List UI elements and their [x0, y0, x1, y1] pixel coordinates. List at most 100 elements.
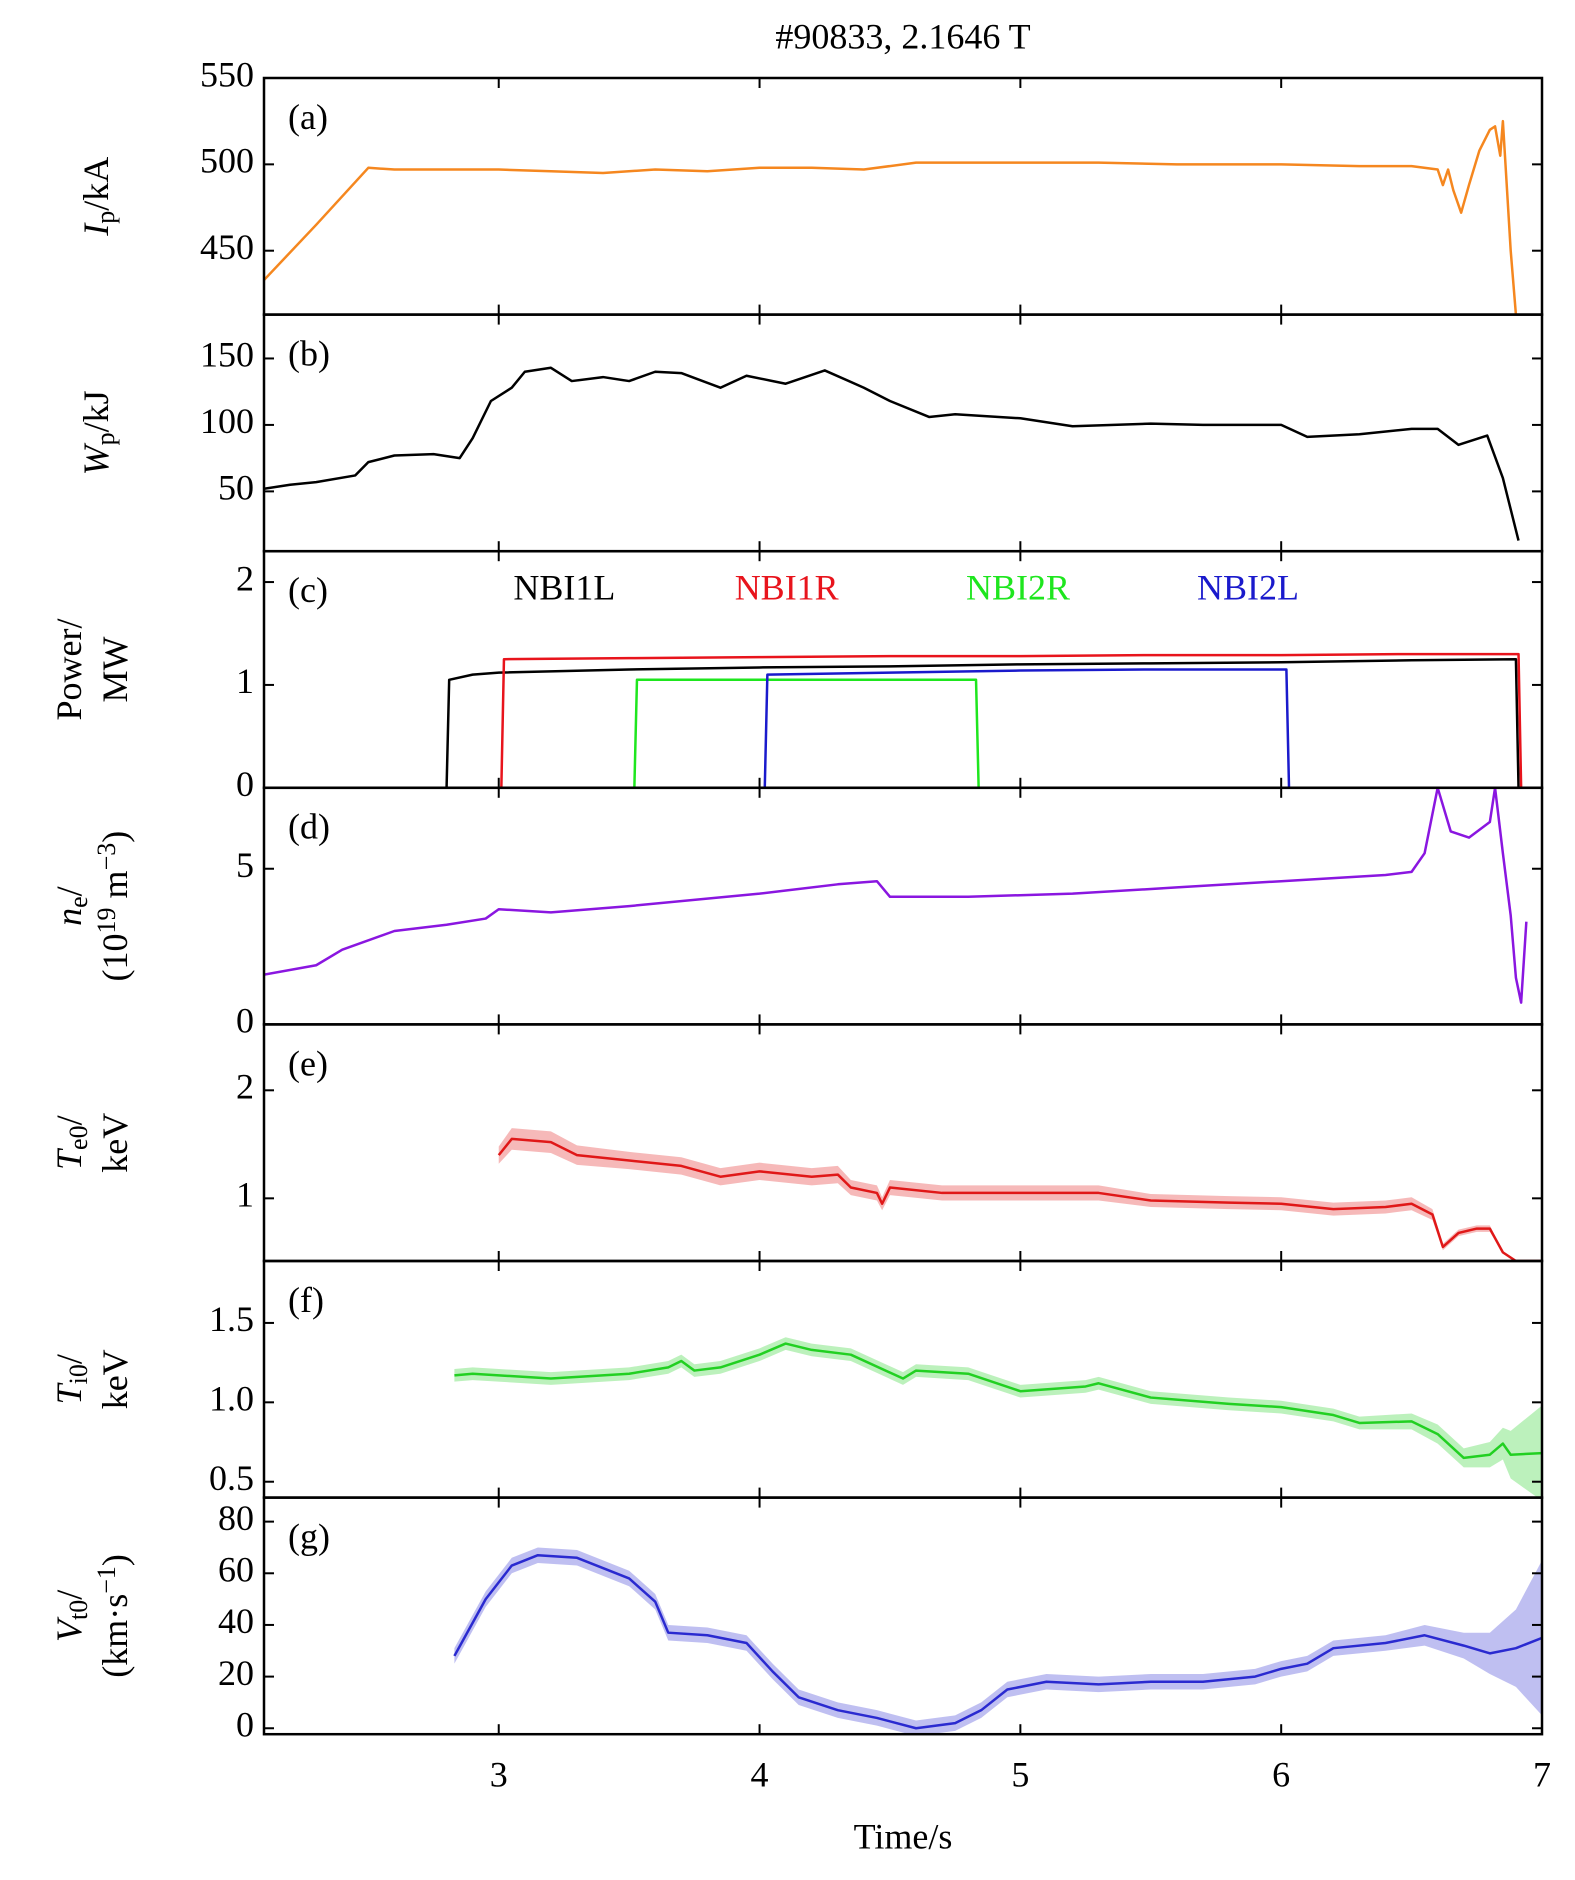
y-axis-title-part: e0 — [64, 1125, 93, 1150]
x-tick-label: 3 — [490, 1754, 508, 1794]
y-tick-label: 100 — [200, 401, 254, 441]
line — [500, 652, 1523, 788]
y-axis-title: ne/ — [49, 886, 93, 926]
y-axis-title-part: /kJ — [76, 390, 116, 432]
y-axis-title-part: i0 — [64, 1364, 93, 1384]
y-axis-title: Wp/kJ — [76, 390, 120, 475]
plot-area — [264, 787, 1528, 1004]
y-tick-label: 2 — [236, 1067, 254, 1107]
y-axis-title-part: / — [49, 1115, 89, 1125]
y-tick-label: 20 — [218, 1653, 254, 1693]
legend-label: NBI1R — [735, 568, 839, 608]
y-tick-label: 80 — [218, 1498, 254, 1538]
y-tick-label: 0 — [236, 764, 254, 804]
y-axis-title-part: V — [49, 1616, 89, 1642]
y-axis-title-part: keV — [95, 1349, 135, 1409]
panel-frame — [262, 786, 1544, 1026]
line — [445, 657, 1520, 788]
panel-frame — [262, 1023, 1544, 1263]
line — [454, 1342, 1542, 1460]
panel-label: (f) — [288, 1280, 324, 1320]
chart-title: #90833, 2.1646 T — [775, 16, 1030, 56]
panel-label: (e) — [288, 1043, 328, 1083]
y-tick-label: 1.5 — [209, 1299, 254, 1339]
y-axis-title: MW — [95, 636, 135, 702]
line — [264, 787, 1528, 1004]
panel: (a) 450 500 550 Ip/kA — [76, 54, 1544, 316]
y-tick-label: 50 — [218, 468, 254, 508]
panel-frame — [262, 313, 1544, 553]
y-tick-label: 550 — [200, 54, 254, 94]
y-axis-title: keV — [95, 1113, 135, 1173]
y-tick-label: 150 — [200, 335, 254, 375]
y-axis-title-part: n — [49, 908, 89, 926]
y-axis-title: Ip/kA — [76, 157, 120, 237]
y-axis-title-part: I — [76, 222, 116, 237]
y-tick-label: 500 — [200, 141, 254, 181]
y-axis-title-part: MW — [95, 636, 135, 702]
y-axis-title-part: / — [49, 1354, 89, 1364]
y-axis-title-part: / — [49, 1590, 89, 1600]
y-tick-label: 5 — [236, 845, 254, 885]
y-axis-title-part: (10 — [95, 933, 135, 981]
y-axis-title-part: / — [49, 886, 89, 896]
y-axis-title: Ti0/ — [49, 1354, 93, 1404]
y-axis-title-part: (km·s — [95, 1594, 135, 1678]
plot-area — [264, 366, 1520, 541]
y-axis-title-part: T — [49, 1147, 89, 1170]
y-tick-label: 0.5 — [209, 1458, 254, 1498]
y-tick-label: 60 — [218, 1550, 254, 1590]
plot-area — [264, 119, 1518, 315]
y-axis-title: keV — [95, 1349, 135, 1409]
line — [763, 668, 1291, 788]
x-tick-label: 4 — [751, 1754, 769, 1794]
plot-area — [454, 1337, 1542, 1498]
y-tick-label: 2 — [236, 558, 254, 598]
plot-area — [497, 1128, 1542, 1262]
panel-frame — [262, 76, 1544, 316]
plot-area — [453, 1547, 1542, 1735]
y-tick-label: 0 — [236, 1001, 254, 1041]
x-tick-label: 5 — [1011, 1754, 1029, 1794]
legend-label: NBI1L — [513, 568, 615, 608]
y-tick-label: 1 — [236, 661, 254, 701]
panel-frame — [262, 549, 1544, 790]
panel-label: (b) — [288, 333, 330, 373]
y-axis-title-part: p — [91, 211, 120, 224]
y-axis-title-part: e — [64, 896, 93, 908]
y-axis-title: (1019 m−3) — [92, 831, 136, 982]
legend-label: NBI2L — [1197, 568, 1299, 608]
legend-label: NBI2R — [966, 568, 1070, 608]
error-band — [454, 1547, 1542, 1735]
y-axis-title: Power/ — [49, 619, 89, 721]
y-axis-title-part: /kA — [76, 157, 116, 211]
x-tick-label: 7 — [1533, 1754, 1551, 1794]
panel-label: (a) — [288, 97, 328, 137]
line — [453, 1553, 1542, 1730]
panel-label: (c) — [288, 570, 328, 610]
line — [264, 119, 1518, 315]
y-axis-title-part: t0 — [64, 1600, 93, 1620]
error-band — [454, 1337, 1542, 1498]
error-band — [498, 1128, 1542, 1261]
line — [633, 678, 980, 788]
line — [264, 366, 1520, 541]
y-axis-title-part: W — [76, 442, 116, 475]
y-axis-title: (km·s−1) — [92, 1554, 136, 1678]
y-axis-title-part: p — [91, 432, 120, 445]
y-axis-title-part: −3 — [92, 843, 121, 871]
panel-label: (d) — [288, 807, 330, 847]
y-axis-title: Te0/ — [49, 1115, 93, 1170]
y-axis-title-part: ) — [95, 831, 135, 843]
y-axis-title-part: −1 — [92, 1566, 121, 1594]
plot-area — [445, 652, 1523, 788]
panel: (b) 50 100 150 Wp/kJ — [76, 313, 1544, 553]
y-axis-title-part: m — [95, 870, 135, 907]
y-tick-label: 1 — [236, 1175, 254, 1215]
y-axis-title-part: 19 — [92, 907, 121, 933]
y-tick-label: 450 — [200, 227, 254, 267]
y-axis-title-part: Power/ — [49, 619, 89, 721]
